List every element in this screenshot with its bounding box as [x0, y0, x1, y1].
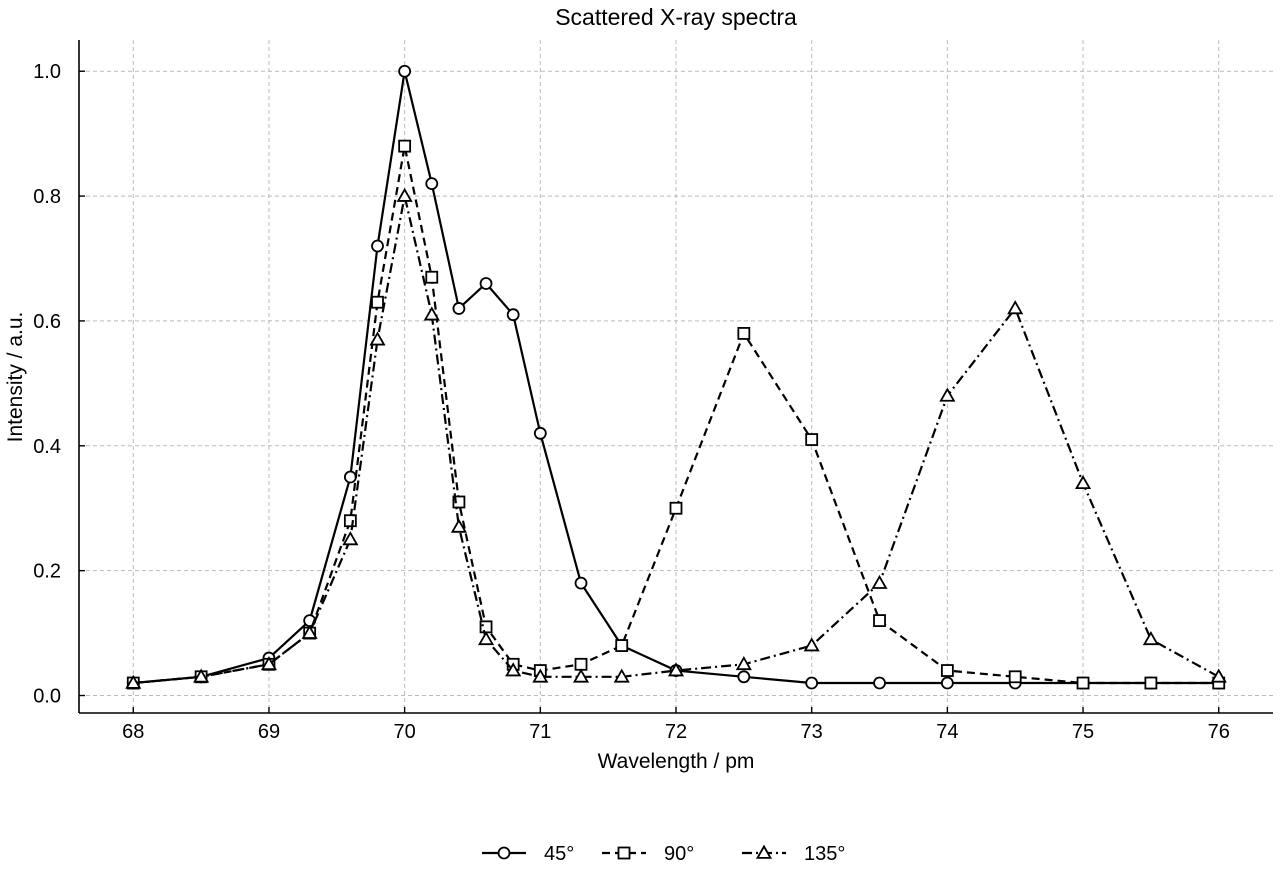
data-point [667, 662, 685, 677]
data-point [505, 662, 522, 677]
x-tick-label: 73 [801, 721, 823, 743]
x-tick-label: 74 [936, 721, 958, 743]
data-point [669, 501, 683, 515]
legend-label: 45° [544, 843, 574, 865]
data-point [574, 576, 588, 590]
data-point [533, 426, 547, 440]
legend-entry: 135° [742, 843, 845, 865]
data-point [1142, 631, 1159, 646]
x-tick-label: 69 [258, 721, 280, 743]
data-point [343, 470, 357, 484]
data-point [737, 327, 751, 340]
x-tick-label: 72 [665, 721, 687, 743]
data-point [873, 614, 886, 628]
data-point [506, 308, 520, 322]
y-tick-label: 1.0 [33, 61, 61, 83]
y-tick-label: 0.8 [33, 186, 61, 208]
plot-area [125, 64, 1227, 690]
data-point [260, 655, 278, 671]
data-point [805, 676, 819, 690]
data-point [1210, 668, 1227, 683]
data-point [613, 668, 630, 683]
legend-marker [617, 846, 631, 860]
x-tick-label: 68 [122, 721, 144, 743]
data-point [371, 239, 384, 253]
data-point [805, 433, 819, 446]
legend-entry: 90° [602, 843, 694, 865]
series-line [133, 195, 1220, 685]
y-tick-label: 0.0 [33, 686, 61, 708]
data-point [398, 64, 412, 78]
chart-title: Scattered X-ray spectra [555, 4, 797, 30]
legend-entry: 45° [482, 843, 574, 865]
y-axis-label: Intensity / a.u. [4, 312, 27, 443]
data-point [479, 277, 493, 290]
data-point [193, 668, 210, 683]
data-point [939, 387, 956, 402]
x-tick-label: 75 [1072, 721, 1094, 743]
data-point [735, 655, 752, 671]
legend: 45° 90° 135° [482, 843, 845, 865]
data-point [423, 306, 440, 321]
data-point [574, 657, 588, 671]
x-axis-label: Wavelength / pm [598, 750, 755, 773]
grid [79, 40, 1273, 713]
data-point [1007, 300, 1024, 315]
data-point [425, 177, 439, 190]
data-point [396, 187, 413, 202]
data-point [479, 620, 493, 634]
data-point [871, 574, 888, 589]
data-point [301, 624, 318, 639]
legend-marker [755, 844, 773, 859]
data-point [1144, 676, 1158, 690]
data-point [615, 639, 629, 652]
data-point [398, 139, 412, 153]
data-point [1074, 474, 1092, 490]
x-tick-label: 70 [394, 721, 416, 743]
data-point [873, 676, 886, 690]
data-point [425, 270, 439, 284]
data-point [532, 668, 549, 683]
y-tick-label: 0.4 [33, 436, 61, 458]
data-point [940, 664, 954, 677]
data-point [369, 331, 386, 346]
series-triangle [125, 187, 1227, 689]
data-point [343, 514, 357, 528]
legend-label: 90° [664, 843, 694, 865]
data-point [737, 670, 751, 684]
legend-label: 135° [804, 843, 845, 865]
y-tick-label: 0.2 [33, 561, 61, 583]
data-point [940, 676, 954, 690]
data-point [1008, 670, 1022, 684]
data-point [477, 631, 495, 646]
data-point [371, 295, 384, 309]
axes: 68 69 70 71 72 73 74 75 76 0.0 0.2 0.4 0.6 0.8 1.0 [33, 40, 1273, 743]
data-point [450, 518, 467, 533]
data-point [803, 637, 820, 652]
x-tick-label: 71 [529, 721, 551, 743]
data-point [125, 674, 142, 689]
data-point [342, 531, 359, 546]
legend-marker [497, 846, 511, 860]
data-point [452, 302, 466, 315]
x-tick-label: 76 [1208, 721, 1230, 743]
y-tick-label: 0.6 [33, 311, 61, 333]
data-point [1076, 676, 1090, 690]
data-point [452, 495, 466, 509]
data-point [572, 668, 590, 683]
